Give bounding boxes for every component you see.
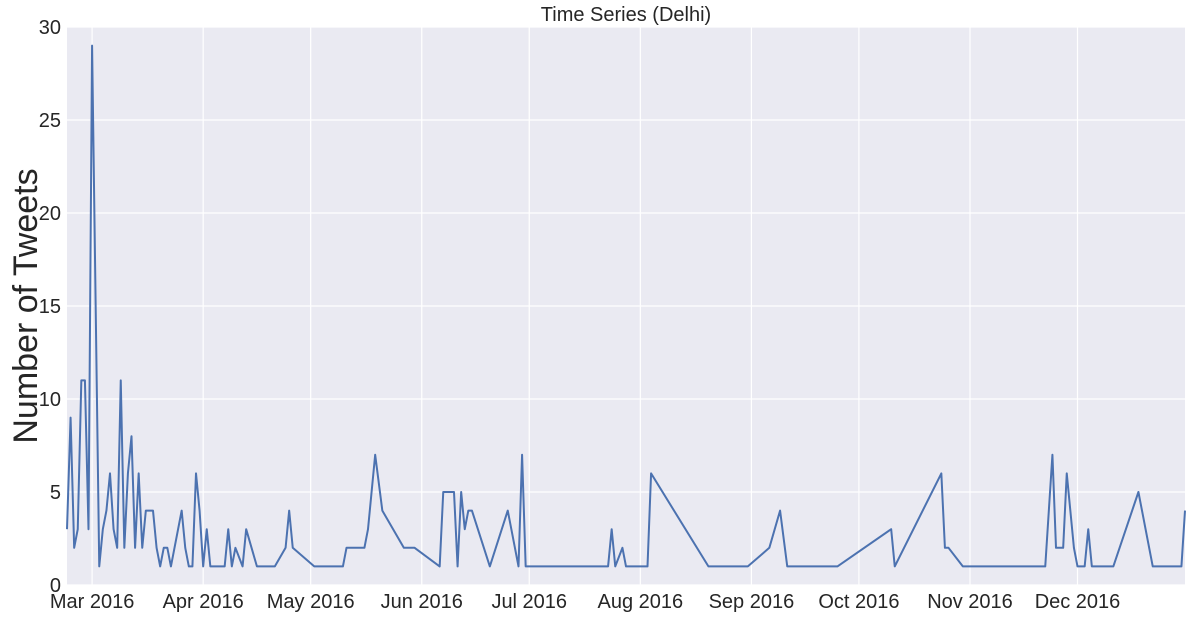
series-line <box>66 44 1186 568</box>
y-tick-labels: 0 5 10 15 20 25 30 <box>39 17 61 597</box>
x-tick-label: May 2016 <box>267 591 355 613</box>
x-tick-label: Dec 2016 <box>1035 591 1121 613</box>
y-tick-label: 20 <box>39 203 61 225</box>
x-tick-label: Nov 2016 <box>927 591 1013 613</box>
x-tick-label: Mar 2016 <box>50 591 135 613</box>
x-tick-label: Jun 2016 <box>381 591 463 613</box>
series-layer <box>66 44 1186 568</box>
y-tick-label: 0 <box>50 575 61 597</box>
y-tick-label: 10 <box>39 389 61 411</box>
x-tick-label: Jul 2016 <box>491 591 567 613</box>
y-tick-label: 5 <box>50 482 61 504</box>
y-tick-label: 25 <box>39 110 61 132</box>
x-tick-label: Sep 2016 <box>709 591 795 613</box>
x-tick-labels: Mar 2016 Apr 2016 May 2016 Jun 2016 Jul 2016… <box>50 591 1120 613</box>
y-tick-label: 30 <box>39 17 61 39</box>
y-tick-label: 15 <box>39 296 61 318</box>
chart-title: Time Series (Delhi) <box>541 4 711 26</box>
x-tick-label: Oct 2016 <box>818 591 899 613</box>
x-tick-label: Apr 2016 <box>163 591 244 613</box>
x-tick-label: Aug 2016 <box>598 591 684 613</box>
y-axis-label: Number of Tweets <box>7 168 45 443</box>
